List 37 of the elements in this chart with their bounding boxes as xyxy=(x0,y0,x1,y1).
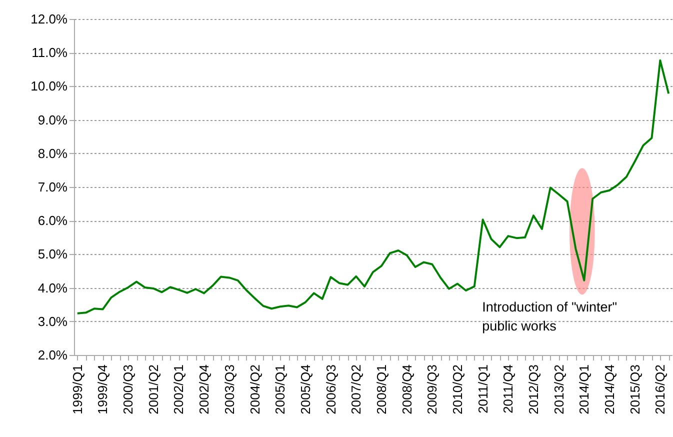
y-tick-label: 9.0% xyxy=(38,112,68,128)
x-tick-label: 1999/Q4 xyxy=(95,364,110,414)
y-tick-label: 10.0% xyxy=(30,78,68,94)
x-tick-label: 2012/Q3 xyxy=(526,364,541,414)
y-tick-label: 8.0% xyxy=(38,146,68,161)
x-tick-label: 2002/Q4 xyxy=(196,364,212,414)
x-tick-label: 2001/Q2 xyxy=(146,364,161,414)
x-tick-label: 2004/Q2 xyxy=(247,364,262,414)
x-tick-label: 2000/Q3 xyxy=(120,364,136,414)
y-tick-label: 7.0% xyxy=(38,180,68,194)
y-tick-label: 2.0% xyxy=(38,348,68,362)
y-tick-label: 4.0% xyxy=(38,280,68,296)
x-tick-label: 2008/Q4 xyxy=(399,364,414,414)
x-tick-label: 2009/Q3 xyxy=(424,364,440,414)
annotation: Introduction of "winter" public works xyxy=(482,299,618,334)
y-tick-label: 12.0% xyxy=(30,12,68,26)
line-series xyxy=(76,59,670,314)
y-tick-label: 11.0% xyxy=(32,45,68,60)
x-tick-label: 2002/Q1 xyxy=(171,364,186,414)
y-tick-label: 6.0% xyxy=(38,213,68,228)
x-tick-label: 2015/Q3 xyxy=(627,364,642,414)
x-tick-label: 2003/Q3 xyxy=(222,364,237,414)
x-tick-label: 2011/Q4 xyxy=(500,364,516,414)
x-tick-label: 2014/Q1 xyxy=(576,364,592,414)
x-tick-label: 1999/Q1 xyxy=(70,364,85,414)
y-tick-label: 5.0% xyxy=(38,246,68,262)
x-tick-label: 2014/Q4 xyxy=(602,364,617,414)
x-tick-label: 2005/Q4 xyxy=(298,364,313,414)
x-tick-label: 2005/Q1 xyxy=(272,364,288,414)
x-tick-label: 2006/Q3 xyxy=(323,364,338,414)
x-tick-label: 2016/Q2 xyxy=(652,364,668,414)
x-tick-label: 2007/Q2 xyxy=(348,364,364,414)
x-tick-label: 2008/Q1 xyxy=(374,364,389,414)
x-tick-label: 2013/Q2 xyxy=(551,364,566,414)
x-tick-label: 2010/Q2 xyxy=(450,364,465,414)
x-tick-label: 2011/Q1 xyxy=(475,364,490,414)
y-tick-label: 3.0% xyxy=(38,314,68,329)
